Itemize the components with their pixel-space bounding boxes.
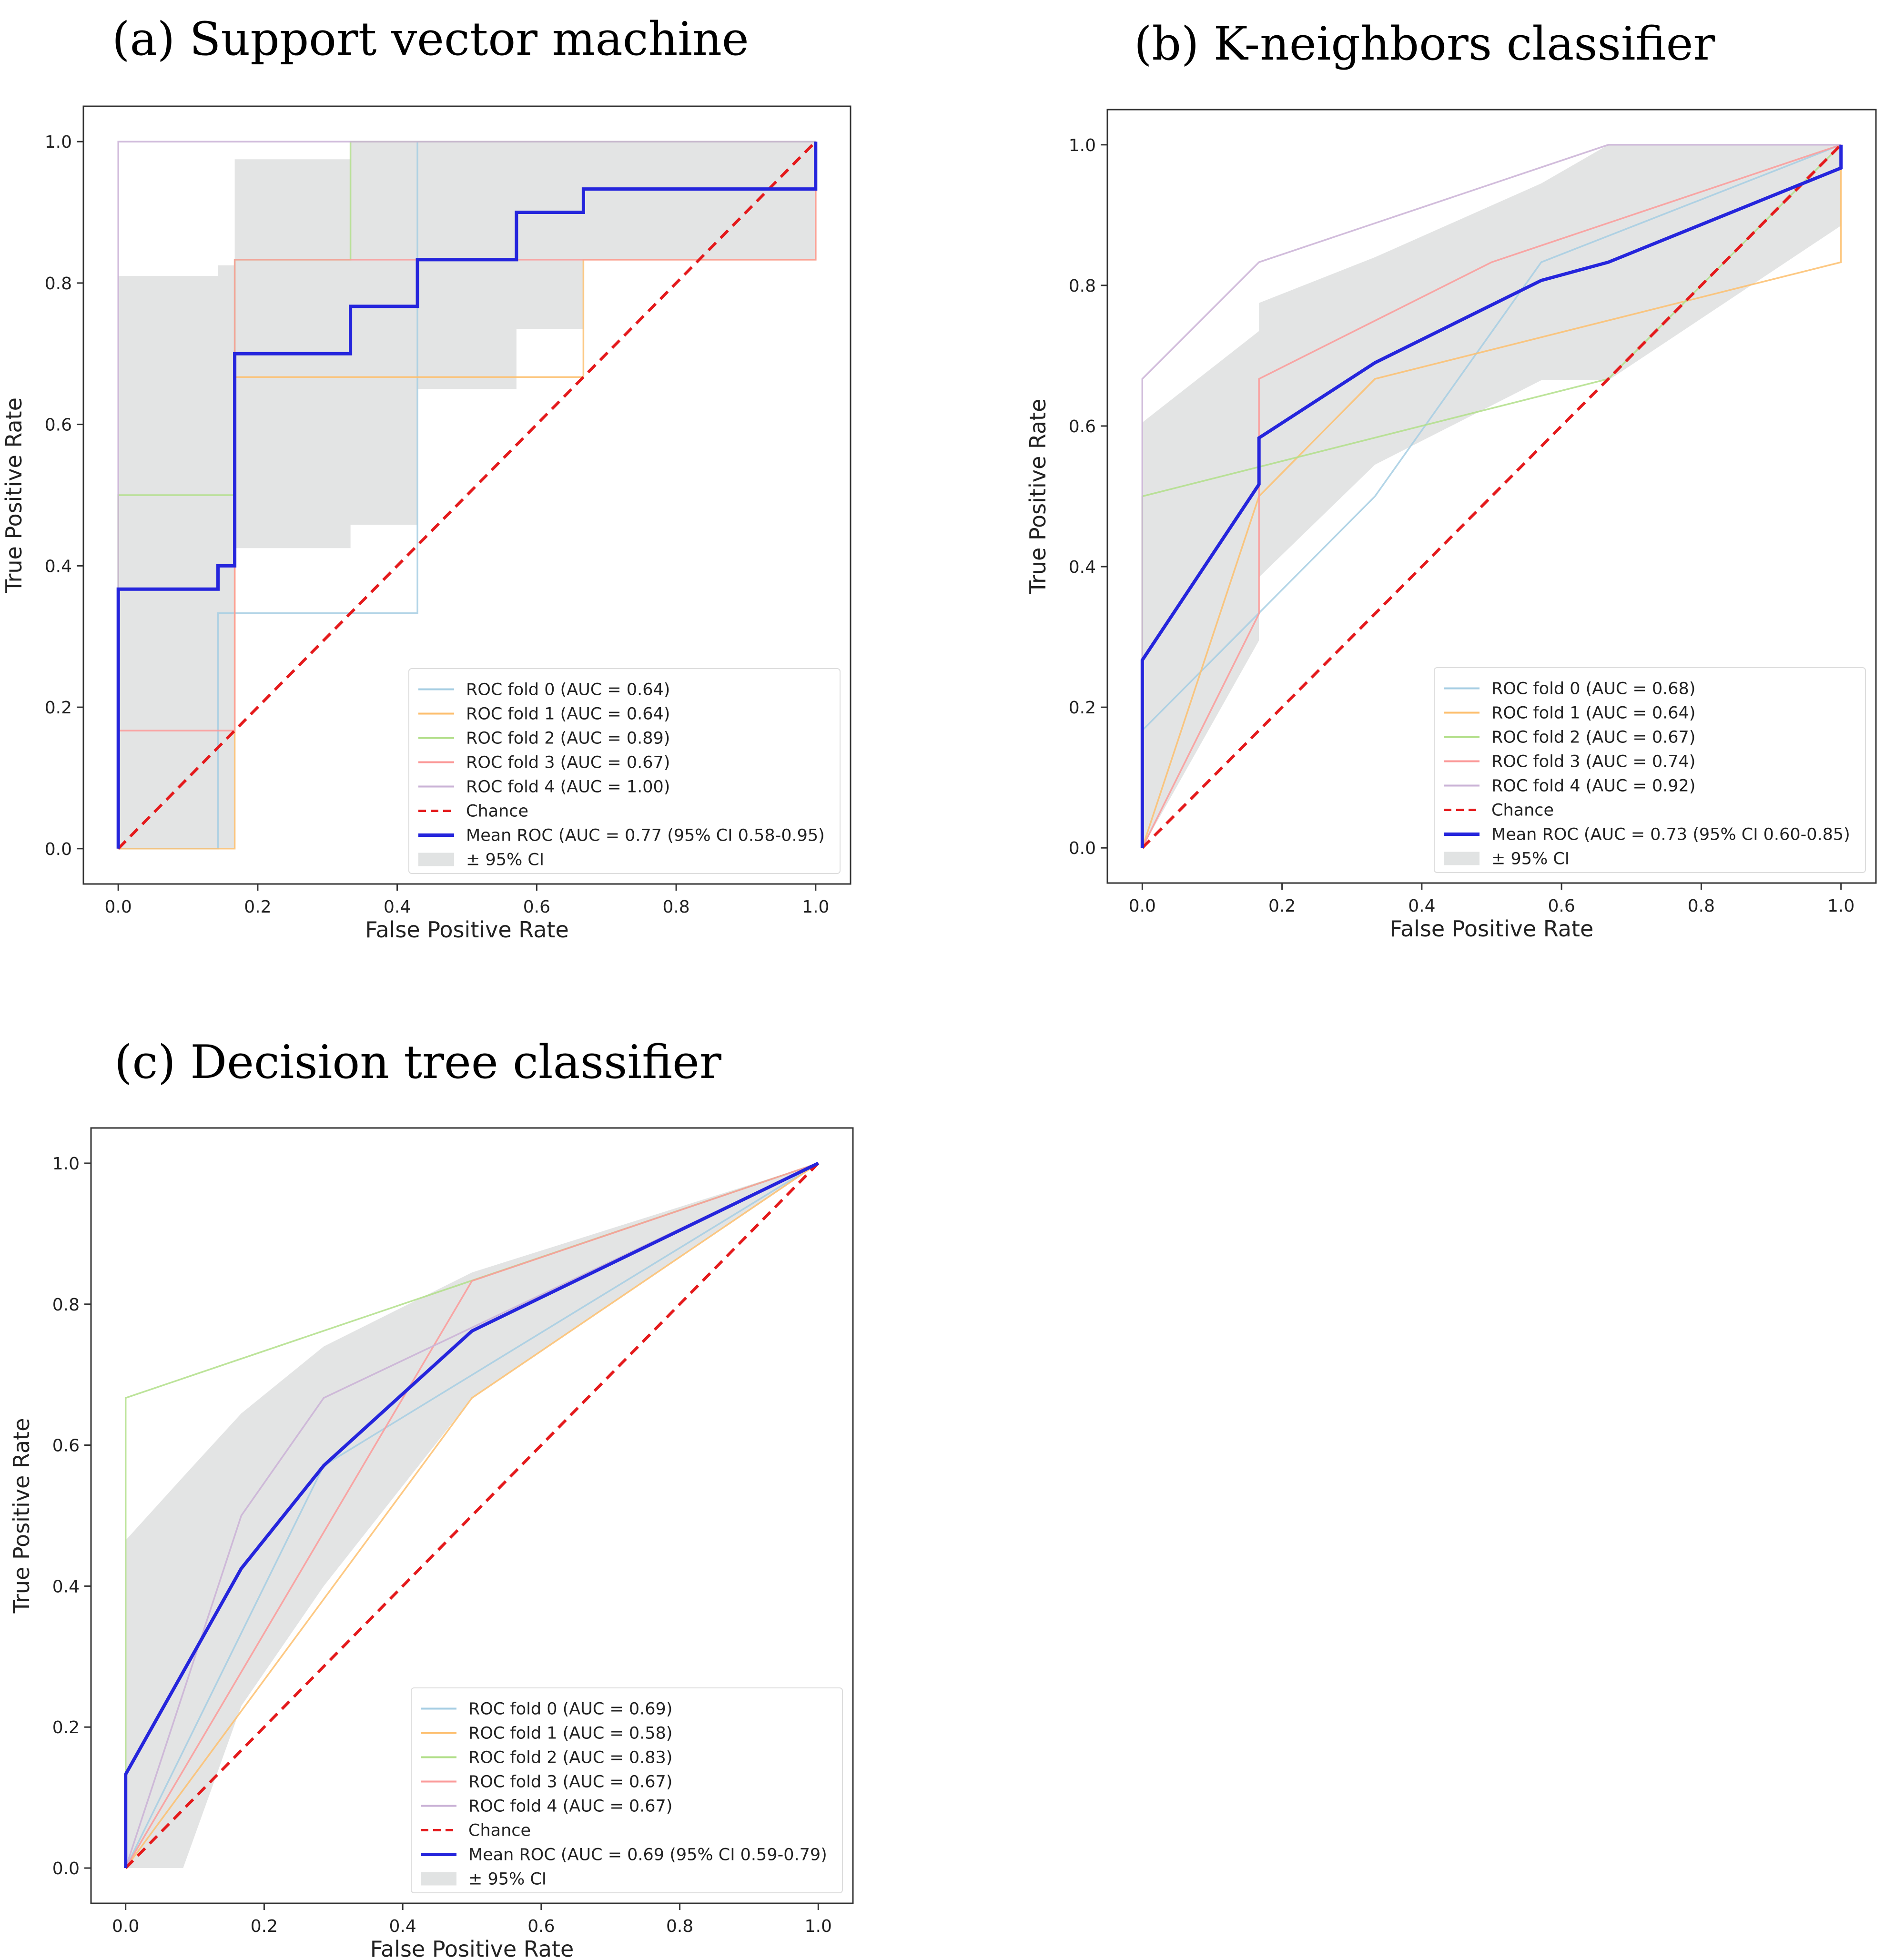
legend-ci-swatch bbox=[418, 853, 454, 866]
x-tick-label: 0.2 bbox=[251, 1917, 278, 1936]
y-tick-label: 1.0 bbox=[1069, 136, 1096, 155]
y-tick-label: 0.8 bbox=[1069, 276, 1096, 296]
legend-fold-4-label: ROC fold 4 (AUC = 1.00) bbox=[466, 778, 670, 797]
x-tick-label: 0.8 bbox=[666, 1917, 693, 1936]
x-tick-label: 0.4 bbox=[384, 897, 411, 917]
legend-ci-label: ± 95% CI bbox=[466, 851, 544, 870]
legend-fold-1-label: ROC fold 1 (AUC = 0.64) bbox=[466, 705, 670, 724]
legend-fold-2-label: ROC fold 2 (AUC = 0.83) bbox=[468, 1748, 672, 1767]
y-tick-label: 0.4 bbox=[52, 1577, 80, 1596]
y-tick-label: 0.0 bbox=[52, 1859, 80, 1879]
x-tick-label: 0.0 bbox=[105, 897, 132, 917]
legend-chance-label: Chance bbox=[468, 1821, 531, 1840]
y-axis-label: True Positive Rate bbox=[1025, 399, 1051, 595]
y-tick-label: 0.2 bbox=[1069, 698, 1096, 718]
x-tick-label: 0.6 bbox=[1548, 896, 1575, 916]
y-tick-label: 0.8 bbox=[52, 1295, 80, 1315]
x-tick-label: 0.4 bbox=[389, 1917, 416, 1936]
legend-mean-roc-label: Mean ROC (AUC = 0.73 (95% CI 0.60-0.85) bbox=[1491, 825, 1850, 844]
x-tick-label: 0.2 bbox=[244, 897, 271, 917]
legend-fold-0-label: ROC fold 0 (AUC = 0.64) bbox=[466, 680, 670, 700]
x-tick-label: 0.6 bbox=[523, 897, 550, 917]
legend-ci-swatch bbox=[1444, 852, 1480, 865]
panel-title: (a) Support vector machine bbox=[112, 12, 749, 66]
y-tick-label: 1.0 bbox=[45, 132, 72, 152]
figure-root: (a) Support vector machine 0.0 0.0 0.2 0.2 0.… bbox=[0, 0, 1895, 1960]
legend-fold-0-label: ROC fold 0 (AUC = 0.69) bbox=[468, 1700, 672, 1719]
y-tick-label: 0.2 bbox=[52, 1718, 80, 1737]
x-tick-label: 1.0 bbox=[805, 1917, 832, 1936]
legend-fold-3-label: ROC fold 3 (AUC = 0.67) bbox=[468, 1773, 672, 1792]
x-axis-label: False Positive Rate bbox=[370, 1936, 574, 1960]
x-tick-label: 0.8 bbox=[662, 897, 689, 917]
legend-fold-4-label: ROC fold 4 (AUC = 0.67) bbox=[468, 1797, 672, 1816]
y-tick-label: 0.4 bbox=[1069, 558, 1096, 577]
legend-ci-label: ± 95% CI bbox=[468, 1870, 547, 1889]
legend-ci-swatch bbox=[421, 1872, 456, 1886]
legend-chance-label: Chance bbox=[466, 802, 528, 821]
x-axis-label: False Positive Rate bbox=[1390, 916, 1594, 942]
y-axis-label: True Positive Rate bbox=[1, 397, 27, 593]
legend-fold-1-label: ROC fold 1 (AUC = 0.64) bbox=[1491, 704, 1695, 723]
legend-fold-2-label: ROC fold 2 (AUC = 0.67) bbox=[1491, 728, 1695, 747]
x-tick-label: 0.8 bbox=[1688, 896, 1715, 916]
y-tick-label: 0.2 bbox=[45, 698, 72, 718]
x-tick-label: 1.0 bbox=[802, 897, 829, 917]
y-tick-label: 0.6 bbox=[52, 1436, 80, 1456]
panel-title: (b) K-neighbors classifier bbox=[1134, 17, 1715, 71]
legend-mean-roc-label: Mean ROC (AUC = 0.77 (95% CI 0.58-0.95) bbox=[466, 826, 825, 845]
x-tick-label: 0.4 bbox=[1408, 896, 1435, 916]
x-tick-label: 0.0 bbox=[112, 1917, 139, 1936]
legend-fold-3-label: ROC fold 3 (AUC = 0.74) bbox=[1491, 752, 1695, 772]
y-tick-label: 0.4 bbox=[45, 557, 72, 576]
x-tick-label: 1.0 bbox=[1827, 896, 1854, 916]
legend-fold-0-label: ROC fold 0 (AUC = 0.68) bbox=[1491, 680, 1695, 699]
legend-fold-1-label: ROC fold 1 (AUC = 0.58) bbox=[468, 1724, 672, 1743]
legend-fold-3-label: ROC fold 3 (AUC = 0.67) bbox=[466, 753, 670, 772]
y-tick-label: 0.6 bbox=[45, 416, 72, 435]
legend-chance-label: Chance bbox=[1491, 801, 1554, 820]
panel-title: (c) Decision tree classifier bbox=[114, 1036, 721, 1089]
x-axis-label: False Positive Rate bbox=[365, 917, 569, 943]
legend-fold-2-label: ROC fold 2 (AUC = 0.89) bbox=[466, 729, 670, 748]
legend-mean-roc-label: Mean ROC (AUC = 0.69 (95% CI 0.59-0.79) bbox=[468, 1846, 827, 1865]
y-tick-label: 0.6 bbox=[1069, 417, 1096, 437]
legend-ci-label: ± 95% CI bbox=[1491, 850, 1570, 869]
legend-fold-4-label: ROC fold 4 (AUC = 0.92) bbox=[1491, 777, 1695, 796]
y-tick-label: 1.0 bbox=[52, 1154, 80, 1174]
x-tick-label: 0.2 bbox=[1268, 896, 1296, 916]
y-axis-label: True Positive Rate bbox=[9, 1418, 34, 1614]
y-tick-label: 0.0 bbox=[1069, 839, 1096, 858]
x-tick-label: 0.6 bbox=[527, 1917, 555, 1936]
y-tick-label: 0.8 bbox=[45, 274, 72, 294]
y-tick-label: 0.0 bbox=[45, 840, 72, 859]
x-tick-label: 0.0 bbox=[1129, 896, 1156, 916]
